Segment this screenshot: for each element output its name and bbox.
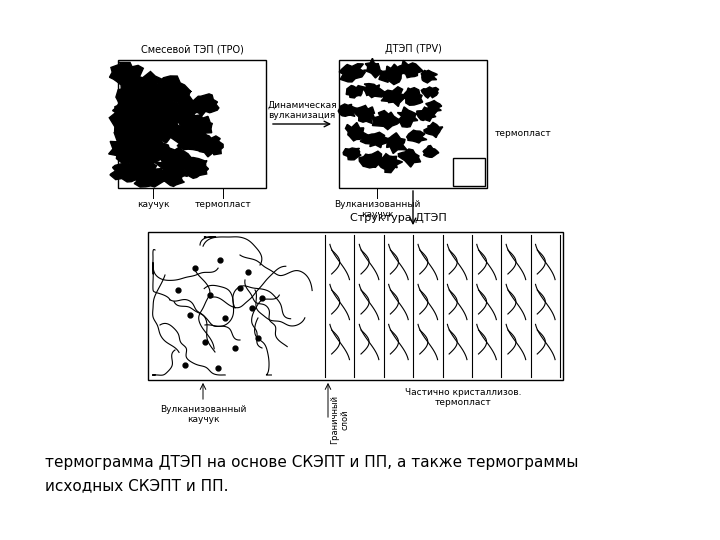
Polygon shape (398, 149, 420, 167)
Text: каучук: каучук (137, 200, 169, 209)
Text: Частично кристаллизов.
термопласт: Частично кристаллизов. термопласт (405, 388, 521, 407)
Text: ДТЭП (TPV): ДТЭП (TPV) (384, 44, 441, 54)
Polygon shape (109, 129, 142, 166)
Polygon shape (372, 111, 402, 130)
Text: исходных СКЭПТ и ПП.: исходных СКЭПТ и ПП. (45, 478, 228, 493)
Polygon shape (109, 62, 145, 96)
Polygon shape (426, 100, 441, 113)
Polygon shape (339, 64, 365, 82)
Polygon shape (109, 100, 134, 143)
Polygon shape (122, 105, 185, 136)
Text: Граничный
слой: Граничный слой (330, 395, 349, 444)
Polygon shape (380, 87, 408, 106)
Polygon shape (421, 70, 437, 83)
Text: Смесевой ТЭП (ТРО): Смесевой ТЭП (ТРО) (140, 44, 243, 54)
Polygon shape (187, 94, 219, 117)
Text: Структура ДТЭП: Структура ДТЭП (350, 213, 446, 223)
Polygon shape (148, 111, 188, 144)
Polygon shape (379, 64, 406, 85)
Polygon shape (167, 99, 200, 131)
Polygon shape (158, 76, 194, 107)
Polygon shape (378, 154, 402, 173)
Polygon shape (179, 158, 209, 178)
Polygon shape (397, 60, 423, 78)
Bar (339, 60, 487, 188)
Polygon shape (417, 107, 438, 122)
Polygon shape (121, 71, 167, 109)
Polygon shape (384, 133, 408, 153)
Polygon shape (360, 132, 389, 148)
Bar (453, 158, 485, 186)
Bar (118, 60, 266, 188)
Polygon shape (423, 145, 438, 157)
Polygon shape (110, 164, 146, 182)
Text: термограмма ДТЭП на основе СКЭПТ и ПП, а также термограммы: термограмма ДТЭП на основе СКЭПТ и ПП, а… (45, 455, 578, 470)
Text: термопласт: термопласт (495, 129, 552, 138)
Polygon shape (141, 91, 184, 124)
Polygon shape (120, 120, 159, 154)
Polygon shape (182, 114, 212, 136)
Polygon shape (131, 136, 171, 166)
Polygon shape (407, 130, 427, 143)
Polygon shape (130, 167, 173, 187)
Polygon shape (421, 87, 438, 98)
Polygon shape (346, 123, 369, 141)
Polygon shape (156, 166, 186, 186)
Text: термопласт: термопласт (194, 200, 251, 209)
Polygon shape (343, 148, 361, 160)
Polygon shape (112, 87, 152, 129)
Polygon shape (170, 127, 210, 151)
Polygon shape (338, 104, 358, 117)
Polygon shape (352, 105, 374, 124)
Text: Вулканизованный
каучук: Вулканизованный каучук (160, 405, 246, 424)
Polygon shape (364, 58, 384, 78)
Polygon shape (154, 146, 194, 174)
Text: Вулканизованный
каучук: Вулканизованный каучук (334, 200, 420, 219)
Text: Динамическая
вулканизация: Динамическая вулканизация (267, 100, 337, 120)
Polygon shape (359, 151, 382, 168)
Polygon shape (424, 123, 443, 138)
Polygon shape (403, 87, 423, 105)
Polygon shape (346, 85, 364, 98)
Polygon shape (122, 148, 159, 173)
Bar (148, 232, 563, 380)
Polygon shape (197, 135, 223, 157)
Polygon shape (397, 107, 418, 127)
Polygon shape (362, 84, 384, 98)
